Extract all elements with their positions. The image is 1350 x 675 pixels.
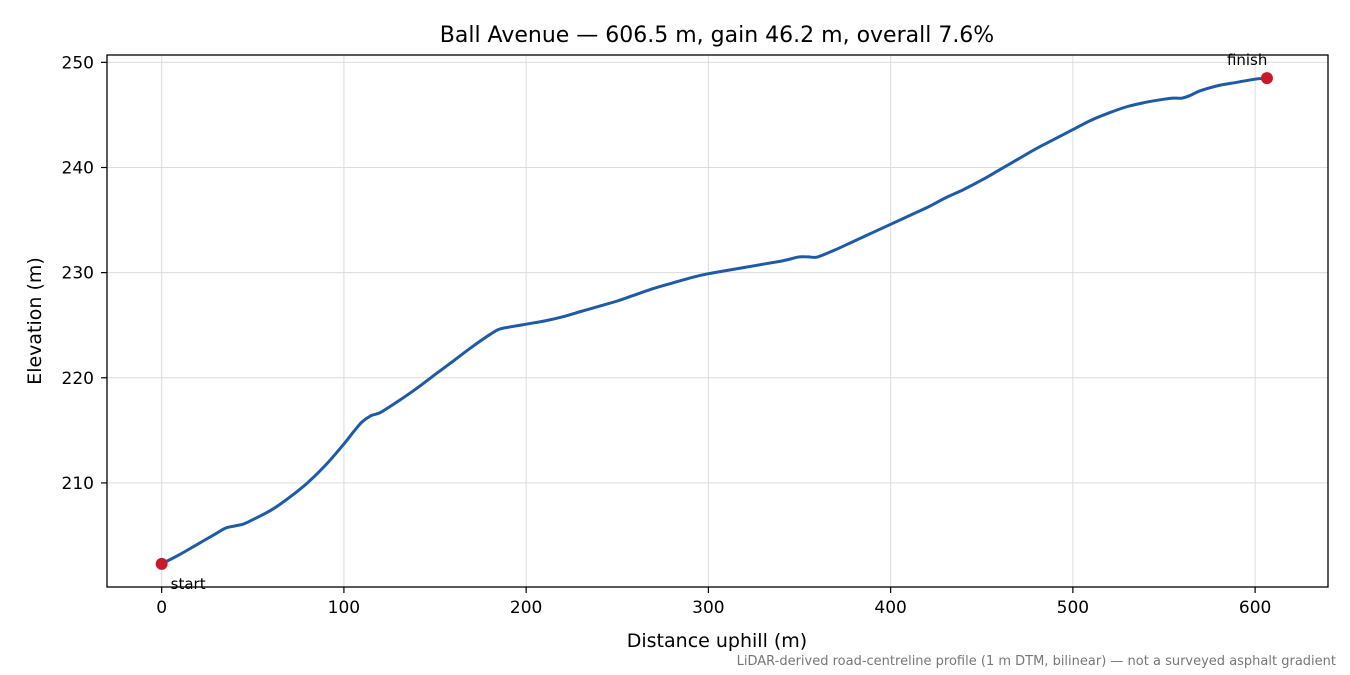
x-axis-label: Distance uphill (m) — [627, 630, 807, 652]
x-tick-label: 200 — [510, 598, 542, 618]
y-tick-label: 230 — [62, 264, 94, 284]
y-tick-label: 210 — [62, 474, 94, 494]
chart-title: Ball Avenue — 606.5 m, gain 46.2 m, over… — [440, 23, 994, 48]
y-tick-label: 220 — [62, 369, 94, 389]
plot-area-frame — [106, 54, 1329, 588]
x-tick-label: 0 — [156, 598, 167, 618]
y-tick-label: 250 — [62, 53, 94, 73]
axis-ticks: 0 100 200 300 400 500 600 210 220 230 240 250 — [62, 53, 1272, 618]
start-label: start — [171, 575, 206, 593]
x-tick-label: 100 — [328, 598, 360, 618]
x-tick-label: 500 — [1057, 598, 1089, 618]
data-source-footnote: LiDAR-derived road-centreline profile (1… — [737, 654, 1336, 669]
x-tick-label: 600 — [1239, 598, 1271, 618]
start-marker — [155, 557, 168, 570]
finish-marker — [1260, 72, 1273, 85]
elevation-series-line — [160, 76, 1269, 566]
x-tick-label: 400 — [874, 598, 906, 618]
x-tick-label: 300 — [692, 598, 724, 618]
y-tick-label: 240 — [62, 158, 94, 178]
y-axis-label: Elevation (m) — [24, 257, 46, 385]
finish-label: finish — [1227, 51, 1267, 69]
